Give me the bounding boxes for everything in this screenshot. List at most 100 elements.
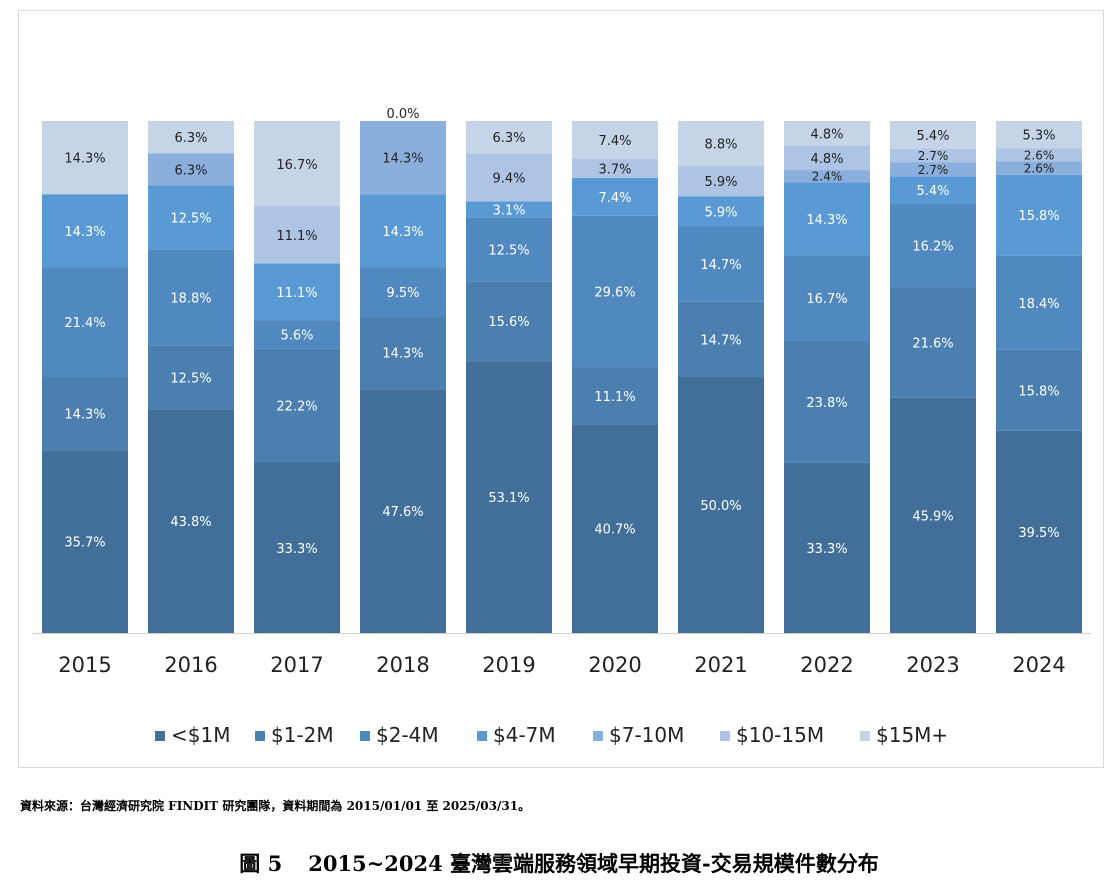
source-note: 資料來源：台灣經濟研究院 FINDIT 研究團隊，資料期間為 2015/01/0… (20, 799, 531, 813)
data-label-7-10m-2023: 2.7% (918, 163, 949, 177)
x-tick-label-2019: 2019 (482, 653, 535, 677)
bar-1-2m-2024 (996, 349, 1082, 431)
data-label-4-7m-2018: 14.3% (382, 225, 423, 240)
legend-swatch-7-10m (593, 731, 603, 741)
bar-15m-plus-2017 (254, 121, 340, 207)
bar-15m-plus-2020 (572, 121, 658, 159)
data-label-15m-plus-2024: 5.3% (1022, 129, 1055, 144)
figure-title: 2015~2024 臺灣雲端服務領域早期投資-交易規模件數分布 (308, 851, 879, 876)
data-label-4-7m-2024: 15.8% (1018, 209, 1059, 224)
bar-4-7m-2019 (466, 201, 552, 218)
legend-swatch-2-4m (360, 731, 370, 741)
legend-swatch-4-7m (477, 731, 487, 741)
legend-swatch-1-2m (255, 731, 265, 741)
data-label-2-4m-2015: 21.4% (64, 316, 105, 331)
x-tick-label-2021: 2021 (694, 653, 747, 677)
bar-lt-1m-2022 (784, 462, 870, 633)
bar-2-4m-2015 (42, 267, 128, 377)
data-label-10-15m-2020: 3.7% (598, 162, 631, 177)
bar-1-2m-2016 (148, 345, 234, 410)
bar-7-10m-2022 (784, 170, 870, 183)
legend-item-1-2m: $1-2M (255, 723, 334, 747)
bar-2-4m-2021 (678, 226, 764, 302)
data-label-lt-1m-2023: 45.9% (912, 509, 953, 524)
x-tick-label-2023: 2023 (906, 653, 959, 677)
bar-lt-1m-2020 (572, 424, 658, 633)
bar-15m-plus-2021 (678, 121, 764, 167)
bar-7-10m-2018 (360, 121, 446, 195)
bar-1-2m-2015 (42, 377, 128, 451)
bar-lt-1m-2017 (254, 462, 340, 633)
data-label-1-2m-2017: 22.2% (276, 400, 317, 415)
data-label-7-10m-2018: 14.3% (382, 152, 423, 167)
bar-4-7m-2022 (784, 182, 870, 256)
data-label-lt-1m-2021: 50.0% (700, 499, 741, 514)
data-label-1-2m-2020: 11.1% (594, 390, 635, 405)
bar-15m-plus-2022 (784, 121, 870, 146)
chart-frame: 35.7% 14.3% 21.4% 14.3% 14.3% 2015 43.8% 12.5% 1… (18, 10, 1104, 768)
bar-4-7m-2015 (42, 194, 128, 268)
bar-lt-1m-2015 (42, 450, 128, 633)
bar-7-10m-2023 (890, 162, 976, 177)
legend-item-lt-1m: <$1M (155, 723, 230, 747)
legend-label-1-2m: $1-2M (271, 723, 334, 747)
bar-1-2m-2021 (678, 301, 764, 377)
bar-lt-1m-2021 (678, 377, 764, 633)
legend-label-7-10m: $7-10M (609, 723, 684, 747)
data-label-4-7m-2019: 3.1% (492, 203, 525, 218)
data-label-15m-plus-2022: 4.8% (810, 127, 843, 142)
data-label-1-2m-2023: 21.6% (912, 336, 953, 351)
data-label-15m-plus-2019: 6.3% (492, 131, 525, 146)
legend-label-lt-1m: <$1M (171, 723, 230, 747)
bar-1-2m-2017 (254, 348, 340, 463)
bar-10-15m-2019 (466, 153, 552, 202)
bar-1-2m-2019 (466, 281, 552, 362)
legend-swatch-lt-1m (155, 731, 165, 741)
data-label-10-15m-2021: 5.9% (704, 175, 737, 190)
bar-2-4m-2018 (360, 267, 446, 317)
data-label-4-7m-2020: 7.4% (598, 191, 631, 206)
bar-2-4m-2024 (996, 255, 1082, 350)
bar-10-15m-2022 (784, 145, 870, 171)
data-label-1-2m-2015: 14.3% (64, 408, 105, 423)
bar-lt-1m-2018 (360, 389, 446, 633)
data-label-15m-plus-2021: 8.8% (704, 138, 737, 153)
x-tick-label-2022: 2022 (800, 653, 853, 677)
data-label-2-4m-2024: 18.4% (1018, 297, 1059, 312)
bar-1-2m-2023 (890, 287, 976, 398)
bar-lt-1m-2024 (996, 430, 1082, 633)
data-label-1-2m-2016: 12.5% (170, 371, 211, 386)
data-label-15m-plus-2017: 16.7% (276, 158, 317, 173)
legend-label-10-15m: $10-15M (736, 723, 824, 747)
bar-2-4m-2017 (254, 320, 340, 349)
x-tick-label-2016: 2016 (164, 653, 217, 677)
data-label-2-4m-2016: 18.8% (170, 291, 211, 306)
data-label-1-2m-2018: 14.3% (382, 347, 423, 362)
data-label-2-4m-2018: 9.5% (386, 286, 419, 301)
bar-10-15m-2020 (572, 158, 658, 178)
bar-4-7m-2018 (360, 194, 446, 268)
legend-label-15m-plus: $15M+ (876, 723, 948, 747)
bar-10-15m-2023 (890, 148, 976, 163)
bar-4-7m-2023 (890, 176, 976, 205)
data-label-1-2m-2019: 15.6% (488, 315, 529, 330)
bar-4-7m-2016 (148, 185, 234, 250)
data-label-lt-1m-2022: 33.3% (806, 542, 847, 557)
data-label-4-7m-2016: 12.5% (170, 211, 211, 226)
bar-7-10m-2024 (996, 161, 1082, 175)
x-tick-label-2020: 2020 (588, 653, 641, 677)
bar-10-15m-2021 (678, 166, 764, 197)
data-label-2-4m-2020: 29.6% (594, 286, 635, 301)
data-label-4-7m-2022: 14.3% (806, 213, 847, 228)
bar-15m-plus-2019 (466, 121, 552, 154)
x-tick-label-2017: 2017 (270, 653, 323, 677)
legend-item-7-10m: $7-10M (593, 723, 684, 747)
bar-1-2m-2022 (784, 340, 870, 463)
bar-15m-plus-2023 (890, 121, 976, 149)
bar-lt-1m-2016 (148, 409, 234, 633)
data-label-10-15m-2018: 0.0% (386, 107, 419, 122)
data-label-10-15m-2017: 11.1% (276, 229, 317, 244)
bar-2-4m-2023 (890, 204, 976, 288)
bar-lt-1m-2023 (890, 397, 976, 633)
bar-15m-plus-2015 (42, 121, 128, 195)
